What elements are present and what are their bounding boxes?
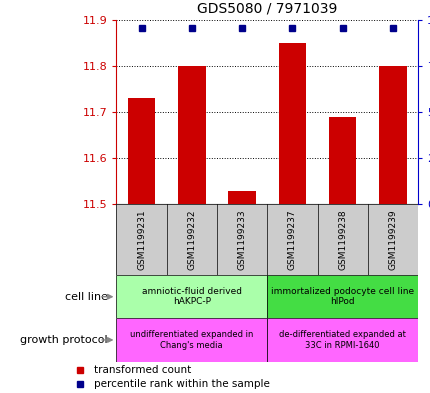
- Bar: [228, 191, 255, 204]
- Bar: [328, 117, 356, 204]
- Text: undifferentiated expanded in
Chang's media: undifferentiated expanded in Chang's med…: [130, 330, 253, 350]
- Text: cell line: cell line: [64, 292, 108, 302]
- Text: transformed count: transformed count: [94, 365, 191, 375]
- Text: immortalized podocyte cell line
hIPod: immortalized podocyte cell line hIPod: [270, 287, 413, 307]
- Text: GSM1199232: GSM1199232: [187, 209, 196, 270]
- Bar: [267, 318, 417, 362]
- Text: GSM1199238: GSM1199238: [338, 209, 346, 270]
- Bar: [267, 275, 417, 318]
- Bar: [116, 275, 267, 318]
- Text: amniotic-fluid derived
hAKPC-P: amniotic-fluid derived hAKPC-P: [141, 287, 241, 307]
- Text: GSM1199231: GSM1199231: [137, 209, 146, 270]
- Text: GSM1199237: GSM1199237: [287, 209, 296, 270]
- Text: percentile rank within the sample: percentile rank within the sample: [94, 379, 269, 389]
- Text: growth protocol: growth protocol: [20, 335, 108, 345]
- Title: GDS5080 / 7971039: GDS5080 / 7971039: [197, 2, 337, 16]
- Bar: [116, 318, 267, 362]
- Text: de-differentiated expanded at
33C in RPMI-1640: de-differentiated expanded at 33C in RPM…: [279, 330, 405, 350]
- Bar: [378, 66, 406, 204]
- Bar: [127, 98, 155, 204]
- Bar: [178, 66, 205, 204]
- Text: GSM1199239: GSM1199239: [387, 209, 396, 270]
- Bar: [278, 43, 305, 204]
- Text: GSM1199233: GSM1199233: [237, 209, 246, 270]
